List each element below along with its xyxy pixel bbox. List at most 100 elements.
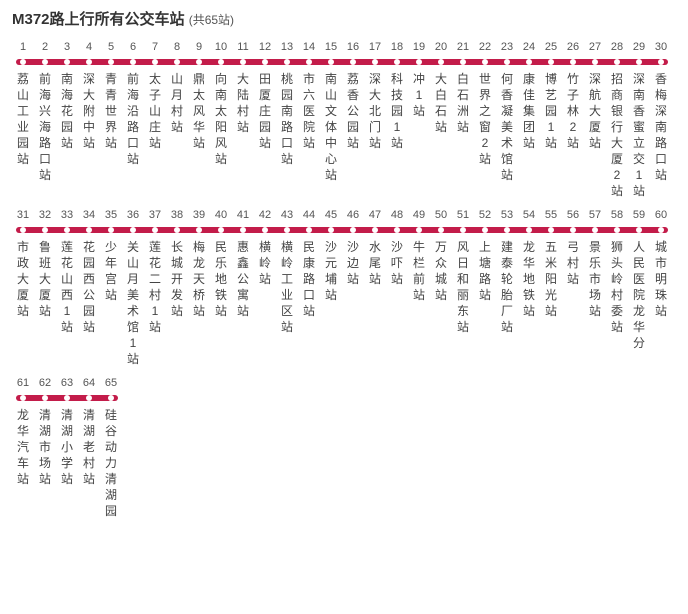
stop-number: 65	[100, 375, 122, 391]
stop-name[interactable]: 狮头岭村委站	[606, 239, 628, 367]
dot-icon	[614, 59, 620, 65]
stop-name[interactable]: 太子山庄站	[144, 71, 166, 199]
dot-icon	[108, 59, 114, 65]
dot-icon	[20, 395, 26, 401]
stop-name[interactable]: 市政大厦站	[12, 239, 34, 367]
stop-number: 3	[56, 39, 78, 55]
dot-icon	[20, 227, 26, 233]
stop-name[interactable]: 惠鑫公寓站	[232, 239, 254, 367]
stop-name[interactable]: 莲花山西1站	[56, 239, 78, 367]
stop-number: 43	[276, 207, 298, 223]
stop-name[interactable]: 沙元埔站	[320, 239, 342, 367]
stop-dot	[628, 59, 650, 65]
stop-name[interactable]: 南海花园站	[56, 71, 78, 199]
stop-name[interactable]: 沙吓站	[386, 239, 408, 367]
stop-name[interactable]: 香梅深南路口站	[650, 71, 672, 199]
stop-name[interactable]: 深大附中站	[78, 71, 100, 199]
stop-number: 17	[364, 39, 386, 55]
stop-number: 6	[122, 39, 144, 55]
stop-name[interactable]: 白石洲站	[452, 71, 474, 199]
stop-name[interactable]: 硅谷动力清湖园	[100, 407, 122, 519]
stop-name[interactable]: 荔香公园站	[342, 71, 364, 199]
stop-name[interactable]: 鲁班大厦站	[34, 239, 56, 367]
stop-name[interactable]: 上塘路站	[474, 239, 496, 367]
dot-icon	[306, 59, 312, 65]
stop-name[interactable]: 五米阳光站	[540, 239, 562, 367]
stop-number: 36	[122, 207, 144, 223]
stop-number: 26	[562, 39, 584, 55]
stop-count: (共65站)	[189, 13, 234, 27]
stop-number: 55	[540, 207, 562, 223]
stop-name[interactable]: 前海沿路口站	[122, 71, 144, 199]
dot-icon	[504, 227, 510, 233]
stop-number: 59	[628, 207, 650, 223]
stop-name[interactable]: 竹子林2站	[562, 71, 584, 199]
dot-icon	[394, 227, 400, 233]
stop-name[interactable]: 青青世界站	[100, 71, 122, 199]
stop-number: 61	[12, 375, 34, 391]
stop-name[interactable]: 招商银行大厦2站	[606, 71, 628, 199]
stop-name[interactable]: 牛栏前站	[408, 239, 430, 367]
stop-name[interactable]: 沙边站	[342, 239, 364, 367]
stop-name[interactable]: 景乐市场站	[584, 239, 606, 367]
stop-name[interactable]: 博艺园1站	[540, 71, 562, 199]
stop-dot	[122, 59, 144, 65]
stop-name[interactable]: 科技园1站	[386, 71, 408, 199]
stop-name[interactable]: 弓村站	[562, 239, 584, 367]
stop-name[interactable]: 清湖老村站	[78, 407, 100, 519]
stop-number: 31	[12, 207, 34, 223]
stop-name[interactable]: 建泰轮胎厂站	[496, 239, 518, 367]
numbers-row: 3132333435363738394041424344454647484950…	[12, 207, 676, 223]
stop-name[interactable]: 大陆村站	[232, 71, 254, 199]
stop-number: 37	[144, 207, 166, 223]
stop-name[interactable]: 南山文体中心站	[320, 71, 342, 199]
dot-icon	[284, 59, 290, 65]
stop-name[interactable]: 清湖市场站	[34, 407, 56, 519]
stop-number: 42	[254, 207, 276, 223]
dot-icon	[614, 227, 620, 233]
stop-name[interactable]: 民乐地铁站	[210, 239, 232, 367]
stop-name[interactable]: 关山月美术馆1站	[122, 239, 144, 367]
route-row: 1234567891011121314151617181920212223242…	[12, 39, 676, 199]
stop-name[interactable]: 长城开发站	[166, 239, 188, 367]
stop-name[interactable]: 人民医院龙华分	[628, 239, 650, 367]
stop-dot	[584, 59, 606, 65]
stop-dot	[78, 59, 100, 65]
stop-name[interactable]: 田厦庄园站	[254, 71, 276, 199]
stop-name[interactable]: 水尾站	[364, 239, 386, 367]
stop-dot	[56, 227, 78, 233]
stop-name[interactable]: 山月村站	[166, 71, 188, 199]
dot-icon	[152, 227, 158, 233]
stop-name[interactable]: 市六医院站	[298, 71, 320, 199]
stop-name[interactable]: 横岭工业区站	[276, 239, 298, 367]
stop-name[interactable]: 前海兴海路口站	[34, 71, 56, 199]
stop-name[interactable]: 向南太阳风站	[210, 71, 232, 199]
stop-name[interactable]: 深南香蜜立交1站	[628, 71, 650, 199]
stop-name[interactable]: 桃园南路口站	[276, 71, 298, 199]
stop-name[interactable]: 鼎太风华站	[188, 71, 210, 199]
stop-name[interactable]: 城市明珠站	[650, 239, 672, 367]
stop-dot	[144, 227, 166, 233]
stop-name[interactable]: 梅龙天桥站	[188, 239, 210, 367]
stop-number: 20	[430, 39, 452, 55]
stop-name[interactable]: 深大北门站	[364, 71, 386, 199]
stop-name[interactable]: 大白石站	[430, 71, 452, 199]
stop-name[interactable]: 深航大厦站	[584, 71, 606, 199]
stop-name[interactable]: 世界之窗2站	[474, 71, 496, 199]
stop-name[interactable]: 冲1站	[408, 71, 430, 199]
stop-name[interactable]: 康佳集团站	[518, 71, 540, 199]
stop-name[interactable]: 清湖小学站	[56, 407, 78, 519]
stop-name[interactable]: 风日和丽东站	[452, 239, 474, 367]
stop-name[interactable]: 万众城站	[430, 239, 452, 367]
stop-name[interactable]: 龙华地铁站	[518, 239, 540, 367]
dot-icon	[42, 59, 48, 65]
stop-name[interactable]: 少年宫站	[100, 239, 122, 367]
stop-name[interactable]: 花园西公园站	[78, 239, 100, 367]
stop-name[interactable]: 荔山工业园站	[12, 71, 34, 199]
stop-name[interactable]: 民康路口站	[298, 239, 320, 367]
stop-name[interactable]: 莲花二村1站	[144, 239, 166, 367]
stop-name[interactable]: 龙华汽车站	[12, 407, 34, 519]
stop-name[interactable]: 横岭站	[254, 239, 276, 367]
stop-dot	[210, 227, 232, 233]
stop-name[interactable]: 何香凝美术馆站	[496, 71, 518, 199]
